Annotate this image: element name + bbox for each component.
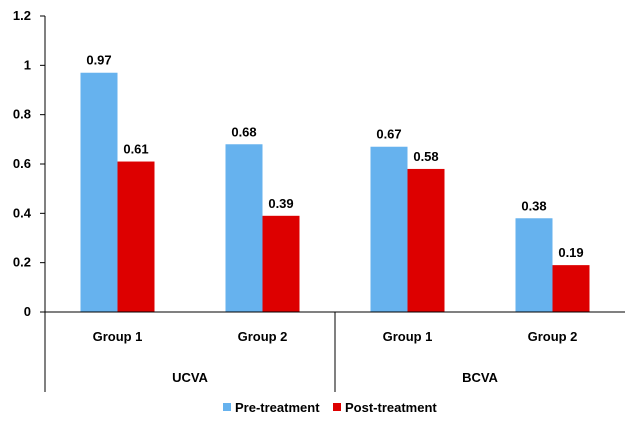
data-label-post-4: 0.19 (558, 245, 583, 260)
data-label-post-2: 0.39 (268, 196, 293, 211)
bar-post-1 (117, 161, 155, 312)
data-label-pre-1: 0.97 (86, 53, 111, 68)
legend-swatch-pre (223, 403, 231, 411)
y-tick-label: 1.2 (13, 8, 31, 23)
data-label-pre-2: 0.68 (231, 124, 256, 139)
bar-post-3 (407, 168, 445, 312)
legend-label-pre: Pre-treatment (235, 400, 320, 415)
legend: Pre-treatment Post-treatment (223, 400, 437, 415)
bar-pre-2 (225, 144, 263, 312)
y-tick-label: 0 (24, 304, 31, 319)
data-label-post-3: 0.58 (413, 149, 438, 164)
group-label: BCVA (462, 370, 498, 385)
legend-label-post: Post-treatment (345, 400, 437, 415)
category-label: Group 2 (528, 329, 578, 344)
y-tick-label: 0.2 (13, 255, 31, 270)
category-label: Group 1 (383, 329, 433, 344)
y-tick-label: 1 (24, 57, 31, 72)
data-label-pre-4: 0.38 (521, 198, 546, 213)
bar-pre-3 (370, 146, 408, 312)
bar-post-2 (262, 215, 300, 312)
y-axis: 0 0.2 0.4 0.6 0.8 1 1.2 (13, 8, 46, 392)
bars (80, 72, 590, 312)
category-label: Group 1 (93, 329, 143, 344)
data-label-pre-3: 0.67 (376, 127, 401, 142)
bar-post-4 (552, 265, 590, 312)
data-label-post-1: 0.61 (123, 142, 148, 157)
x-axis: Group 1 Group 2 Group 1 Group 2 UCVA BCVA (45, 311, 625, 392)
category-label: Group 2 (238, 329, 288, 344)
y-tick-label: 0.6 (13, 156, 31, 171)
y-tick-label: 0.4 (13, 205, 32, 220)
bar-pre-4 (515, 218, 553, 312)
y-tick-label: 0.8 (13, 107, 31, 122)
legend-swatch-post (333, 403, 341, 411)
group-label: UCVA (172, 370, 208, 385)
data-labels: 0.97 0.61 0.68 0.39 0.67 0.58 0.38 0.19 (86, 53, 583, 260)
bar-pre-1 (80, 72, 118, 312)
